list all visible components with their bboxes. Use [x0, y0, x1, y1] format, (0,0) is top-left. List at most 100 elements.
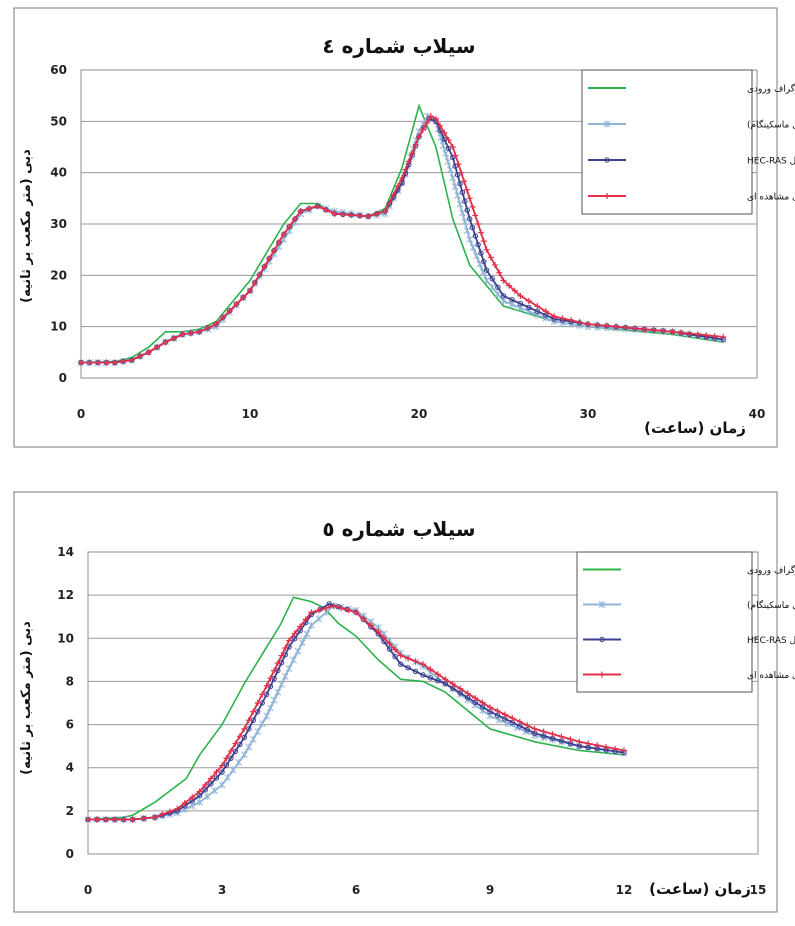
y-tick-label: 10: [50, 320, 67, 334]
legend-marker: [599, 636, 605, 643]
data-point: [496, 269, 503, 276]
legend-marker: [604, 157, 610, 163]
data-point: [487, 704, 493, 711]
data-point: [524, 722, 531, 729]
data-point: [140, 815, 147, 822]
data-point: [166, 808, 173, 815]
data-point: [457, 180, 463, 187]
data-point: [306, 205, 313, 212]
data-point: [235, 758, 243, 766]
data-point: [517, 292, 524, 299]
data-point: [189, 794, 196, 801]
data-point: [213, 321, 220, 328]
legend-marker: [599, 671, 605, 678]
data-point: [501, 711, 508, 718]
data-point: [392, 646, 399, 653]
data-point: [711, 333, 718, 340]
data-point: [281, 672, 289, 680]
data-point: [386, 646, 393, 652]
data-point: [464, 207, 470, 213]
data-point: [466, 235, 474, 243]
data-point: [464, 690, 471, 697]
data-point: [613, 323, 620, 330]
data-point: [427, 113, 434, 120]
data-point: [308, 609, 315, 616]
data-point: [251, 279, 258, 286]
data-point: [509, 297, 515, 303]
data-point: [434, 671, 441, 678]
legend-label: هیدروگراف خروجی مدل HEC-RAS: [747, 155, 795, 167]
data-point: [294, 647, 302, 655]
data-point: [660, 327, 667, 334]
data-point: [506, 282, 513, 289]
data-point: [280, 231, 287, 238]
data-point: [207, 775, 214, 782]
data-point: [427, 675, 434, 681]
data-point: [603, 322, 610, 329]
legend-box: [581, 69, 753, 215]
data-point: [542, 308, 549, 315]
data-point: [258, 720, 266, 728]
data-point: [292, 215, 299, 222]
data-point: [245, 717, 252, 724]
data-point: [469, 224, 476, 231]
data-point: [307, 621, 315, 629]
data-point: [458, 169, 465, 176]
legend-label: هیدروگراف خروجی مدل HEC-RAS: [747, 634, 795, 646]
data-point: [152, 814, 158, 821]
data-point: [516, 718, 523, 725]
series-4: [78, 113, 727, 366]
y-tick-label: 30: [50, 217, 67, 231]
data-point: [232, 740, 239, 747]
data-point: [356, 212, 363, 219]
series-line: [87, 596, 625, 821]
data-point: [247, 287, 253, 294]
data-point: [339, 211, 346, 218]
data-point: [427, 666, 434, 673]
data-point: [454, 191, 461, 199]
data-point: [323, 206, 330, 213]
y-tick-label: 2: [66, 804, 74, 818]
legend: هیدروگراف ورودی هیدروگراف خروجی (مدل ماسک…: [576, 551, 795, 693]
data-point: [282, 644, 289, 651]
data-point: [390, 191, 397, 198]
data-point: [449, 680, 456, 687]
x-tick-label: 0: [84, 883, 92, 897]
data-point: [299, 639, 306, 647]
data-point: [462, 198, 468, 204]
data-point: [229, 766, 237, 774]
data-point: [291, 630, 298, 637]
data-point: [219, 769, 225, 775]
x-tick-label: 3: [218, 883, 226, 897]
data-point: [479, 699, 486, 706]
data-point: [452, 152, 459, 159]
data-point: [187, 330, 194, 337]
data-point: [323, 605, 330, 612]
y-tick-label: 10: [57, 631, 74, 645]
data-point: [154, 344, 161, 351]
data-point: [641, 326, 648, 333]
data-point: [488, 283, 496, 291]
data-point: [240, 294, 247, 301]
data-point: [250, 708, 257, 715]
data-point: [380, 634, 387, 641]
data-point: [594, 321, 601, 328]
data-point: [188, 802, 196, 810]
data-point: [432, 115, 439, 122]
data-point: [459, 189, 466, 196]
data-point: [686, 330, 693, 337]
data-point: [196, 798, 204, 806]
data-point: [500, 293, 507, 299]
data-point: [254, 727, 262, 735]
data-point: [567, 736, 574, 743]
data-point: [469, 244, 477, 252]
data-point: [423, 120, 430, 127]
data-point: [467, 216, 473, 222]
data-point: [452, 163, 458, 169]
series-1: [87, 596, 625, 821]
x-tick-label: 10: [242, 407, 259, 421]
data-point: [594, 742, 601, 749]
data-point: [315, 615, 323, 623]
y-tick-label: 20: [50, 268, 67, 282]
data-point: [286, 644, 292, 650]
